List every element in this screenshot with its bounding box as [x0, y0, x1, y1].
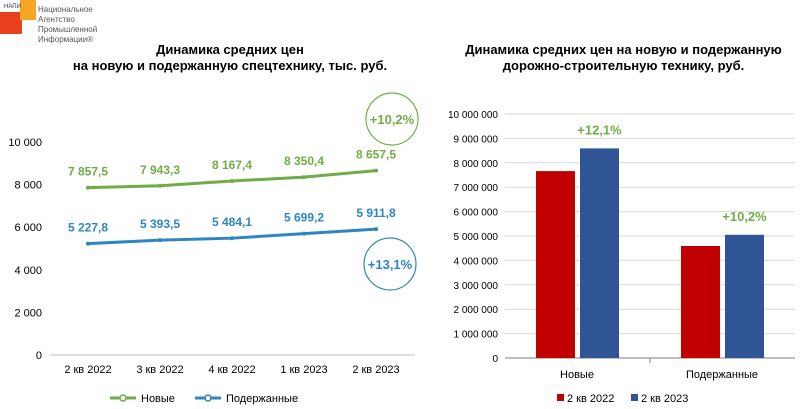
data-point [374, 227, 378, 232]
y-tick-label: 2 000 [14, 307, 42, 319]
logo-line: Информации® [38, 35, 94, 44]
data-label: 8 657,5 [356, 148, 396, 162]
logo-line: Национальное [38, 5, 93, 14]
legend-label: Новые [141, 393, 175, 405]
logo-line: Агентство [38, 15, 75, 24]
y-tick-label: 5 000 000 [454, 232, 499, 243]
growth-label-new: +10,2% [370, 112, 415, 127]
x-tick-label: 2 кв 2022 [64, 364, 111, 376]
y-tick-label: 10 000 000 [448, 110, 498, 121]
right-chart-title: Динамика средних цен на новую и подержан… [440, 42, 807, 74]
y-tick-label: 4 000 000 [454, 256, 499, 267]
logo-line: Промышленной [38, 25, 98, 34]
data-label: 8 350,4 [284, 154, 324, 168]
y-tick-label: 9 000 000 [454, 134, 499, 145]
data-point [158, 238, 162, 243]
y-tick-label: 2 000 000 [454, 305, 499, 316]
x-tick-label: 3 кв 2022 [136, 364, 183, 376]
data-label: 5 393,5 [140, 217, 180, 231]
x-tick-label: 2 кв 2023 [352, 364, 399, 376]
data-label: 5 484,1 [212, 215, 252, 229]
data-label: 5 227,8 [68, 221, 108, 235]
x-tick-label: 1 кв 2023 [280, 364, 327, 376]
y-tick-label: 0 [36, 350, 42, 362]
y-tick-label: 6 000 000 [454, 208, 499, 219]
bar-1-0 [681, 246, 720, 358]
title-line: Динамика средних цен [156, 42, 304, 57]
title-line: дорожно-строительную технику, руб. [502, 58, 745, 73]
data-label: 7 943,3 [140, 163, 180, 177]
growth-circle-new [365, 92, 419, 146]
data-point [230, 236, 234, 241]
y-tick-label: 10 000 [8, 137, 42, 149]
logo-tag: НАПИ [4, 4, 21, 10]
y-tick-label: 8 000 [14, 180, 42, 192]
logo-orange-block [20, 0, 36, 20]
bar-0-0 [536, 171, 575, 358]
data-point [302, 175, 306, 180]
y-tick-label: 4 000 [14, 265, 42, 277]
legend-swatch [557, 394, 564, 401]
data-label: 5 699,2 [284, 211, 324, 225]
title-line: на новую и подержанную спецтехнику, тыс.… [72, 58, 388, 73]
data-point [230, 179, 234, 184]
data-point [86, 241, 90, 246]
data-point [158, 183, 162, 188]
data-point [302, 231, 306, 236]
data-label: 8 167,4 [212, 158, 252, 172]
bar-1-1 [725, 234, 764, 358]
x-tick-label: Новые [560, 369, 594, 381]
data-label: 5 911,8 [356, 206, 396, 220]
logo-text: Национальное Агентство Промышленной Информа… [38, 5, 97, 45]
y-tick-label: 6 000 [14, 222, 42, 234]
x-tick-label: 4 кв 2022 [208, 364, 255, 376]
legend-marker [119, 394, 127, 402]
legend-swatch [631, 394, 638, 401]
legend-label: Подержанные [226, 393, 298, 405]
legend-label: 2 кв 2023 [641, 393, 688, 405]
y-tick-label: 0 [492, 354, 498, 365]
title-line: Динамика средних цен на новую и подержан… [465, 42, 782, 57]
logo-red-block [0, 12, 22, 34]
y-tick-label: 7 000 000 [454, 183, 499, 194]
growth-circle-used [363, 237, 417, 291]
legend-marker [204, 394, 212, 402]
data-point [86, 185, 90, 190]
growth-label-used: +13,1% [368, 257, 413, 272]
y-tick-label: 3 000 000 [454, 281, 499, 292]
growth-annotation: +12,1% [577, 122, 622, 137]
growth-annotation: +10,2% [722, 209, 767, 224]
y-tick-label: 1 000 000 [454, 330, 499, 341]
bar-0-1 [580, 148, 619, 358]
data-point [374, 168, 378, 173]
legend-label: 2 кв 2022 [567, 393, 614, 405]
left-chart-title: Динамика средних цен на новую и подержанн… [20, 42, 440, 74]
x-tick-label: Подержанные [686, 369, 758, 381]
y-tick-label: 8 000 000 [454, 159, 499, 170]
data-label: 7 857,5 [68, 165, 108, 179]
